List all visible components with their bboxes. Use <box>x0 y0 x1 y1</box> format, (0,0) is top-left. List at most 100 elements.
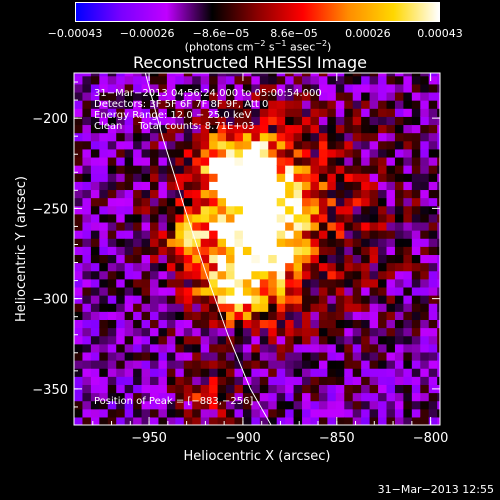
heatmap-cell <box>217 319 227 329</box>
heatmap-cell <box>268 116 278 126</box>
heatmap-cell <box>226 384 236 394</box>
heatmap-cell <box>369 148 379 158</box>
heatmap-cell <box>200 221 210 231</box>
heatmap-cell <box>251 213 261 223</box>
heatmap-cell <box>217 205 227 215</box>
heatmap-cell <box>175 100 185 109</box>
heatmap-cell <box>285 400 295 410</box>
heatmap-cell <box>124 165 134 174</box>
heatmap-cell <box>133 148 143 158</box>
heatmap-cell <box>175 416 185 425</box>
heatmap-cell <box>150 116 160 126</box>
heatmap-cell <box>251 156 261 166</box>
heatmap-cell <box>327 343 337 353</box>
heatmap-cell <box>259 124 269 134</box>
heatmap-cell <box>420 416 430 425</box>
heatmap-cell <box>403 221 413 231</box>
heatmap-cell <box>259 392 269 402</box>
heatmap-cell <box>352 100 362 109</box>
heatmap-cell <box>158 335 168 345</box>
heatmap-cell <box>116 197 126 207</box>
heatmap-cell <box>116 376 126 385</box>
heatmap-cell <box>428 327 438 337</box>
heatmap-cell <box>369 392 379 402</box>
heatmap-cell <box>259 173 269 182</box>
heatmap-cell <box>116 262 126 272</box>
heatmap-cell <box>310 319 320 329</box>
heatmap-cell <box>310 360 320 369</box>
heatmap-cell <box>428 286 438 296</box>
heatmap-cell <box>394 311 404 320</box>
heatmap-cell <box>192 392 202 402</box>
heatmap-cell <box>74 230 84 239</box>
y-tick-label: −350 <box>32 383 68 398</box>
heatmap-cell <box>285 368 295 377</box>
heatmap-cell <box>327 286 337 296</box>
heatmap-cell <box>82 100 92 109</box>
heatmap-cell <box>116 351 126 361</box>
heatmap-cell <box>293 238 303 247</box>
heatmap-cell <box>335 311 345 320</box>
heatmap-cell <box>420 376 430 385</box>
heatmap-cell <box>183 124 193 134</box>
heatmap-cell <box>259 148 269 158</box>
heatmap-cell <box>428 205 438 215</box>
heatmap-cell <box>158 408 168 418</box>
heatmap-cell <box>310 368 320 377</box>
heatmap-cell <box>428 400 438 410</box>
heatmap-cell <box>259 197 269 207</box>
heatmap-cell <box>82 75 92 85</box>
heatmap-cell <box>116 132 126 142</box>
heatmap-cell <box>403 156 413 166</box>
heatmap-cell <box>302 286 312 296</box>
heatmap-cell <box>99 262 109 272</box>
heatmap-cell <box>302 140 312 150</box>
heatmap-cell <box>166 173 176 182</box>
heatmap-cell <box>226 360 236 369</box>
heatmap-cell <box>158 205 168 215</box>
heatmap-cell <box>293 368 303 377</box>
heatmap-cell <box>234 392 244 402</box>
heatmap-cell <box>259 91 269 101</box>
heatmap-cell <box>107 173 117 182</box>
heatmap-cell <box>293 140 303 150</box>
heatmap-cell <box>226 392 236 402</box>
heatmap-cell <box>302 343 312 353</box>
heatmap-cell <box>285 73 295 77</box>
heatmap-cell <box>327 295 337 304</box>
heatmap-cell <box>318 83 328 93</box>
heatmap-cell <box>352 351 362 361</box>
heatmap-cell <box>116 83 126 93</box>
heatmap-cell <box>90 181 100 191</box>
heatmap-cell <box>158 173 168 182</box>
heatmap-cell <box>217 392 227 402</box>
heatmap-cell <box>428 140 438 150</box>
heatmap-cell <box>394 246 404 256</box>
heatmap-cell <box>200 148 210 158</box>
heatmap-cell <box>183 140 193 150</box>
heatmap-cell <box>200 197 210 207</box>
heatmap-cell <box>116 75 126 85</box>
heatmap-cell <box>107 124 117 134</box>
heatmap-cell <box>90 327 100 337</box>
heatmap-cell <box>158 343 168 353</box>
heatmap-cell <box>141 189 151 199</box>
heatmap-cell <box>285 335 295 345</box>
heatmap-cell <box>116 173 126 182</box>
heatmap-cell <box>428 124 438 134</box>
heatmap-cell <box>150 311 160 320</box>
heatmap-cell <box>242 278 252 288</box>
heatmap-cell <box>226 116 236 126</box>
heatmap-cell <box>386 343 396 353</box>
heatmap-cell <box>285 351 295 361</box>
heatmap-cell <box>268 351 278 361</box>
heatmap-cell <box>124 148 134 158</box>
heatmap-cell <box>403 75 413 85</box>
heatmap-cell <box>133 165 143 174</box>
heatmap-cell <box>251 221 261 231</box>
heatmap-cell <box>234 165 244 174</box>
heatmap-cell <box>437 73 440 77</box>
heatmap-cell <box>158 246 168 256</box>
heatmap-cell <box>82 197 92 207</box>
heatmap-cell <box>116 221 126 231</box>
